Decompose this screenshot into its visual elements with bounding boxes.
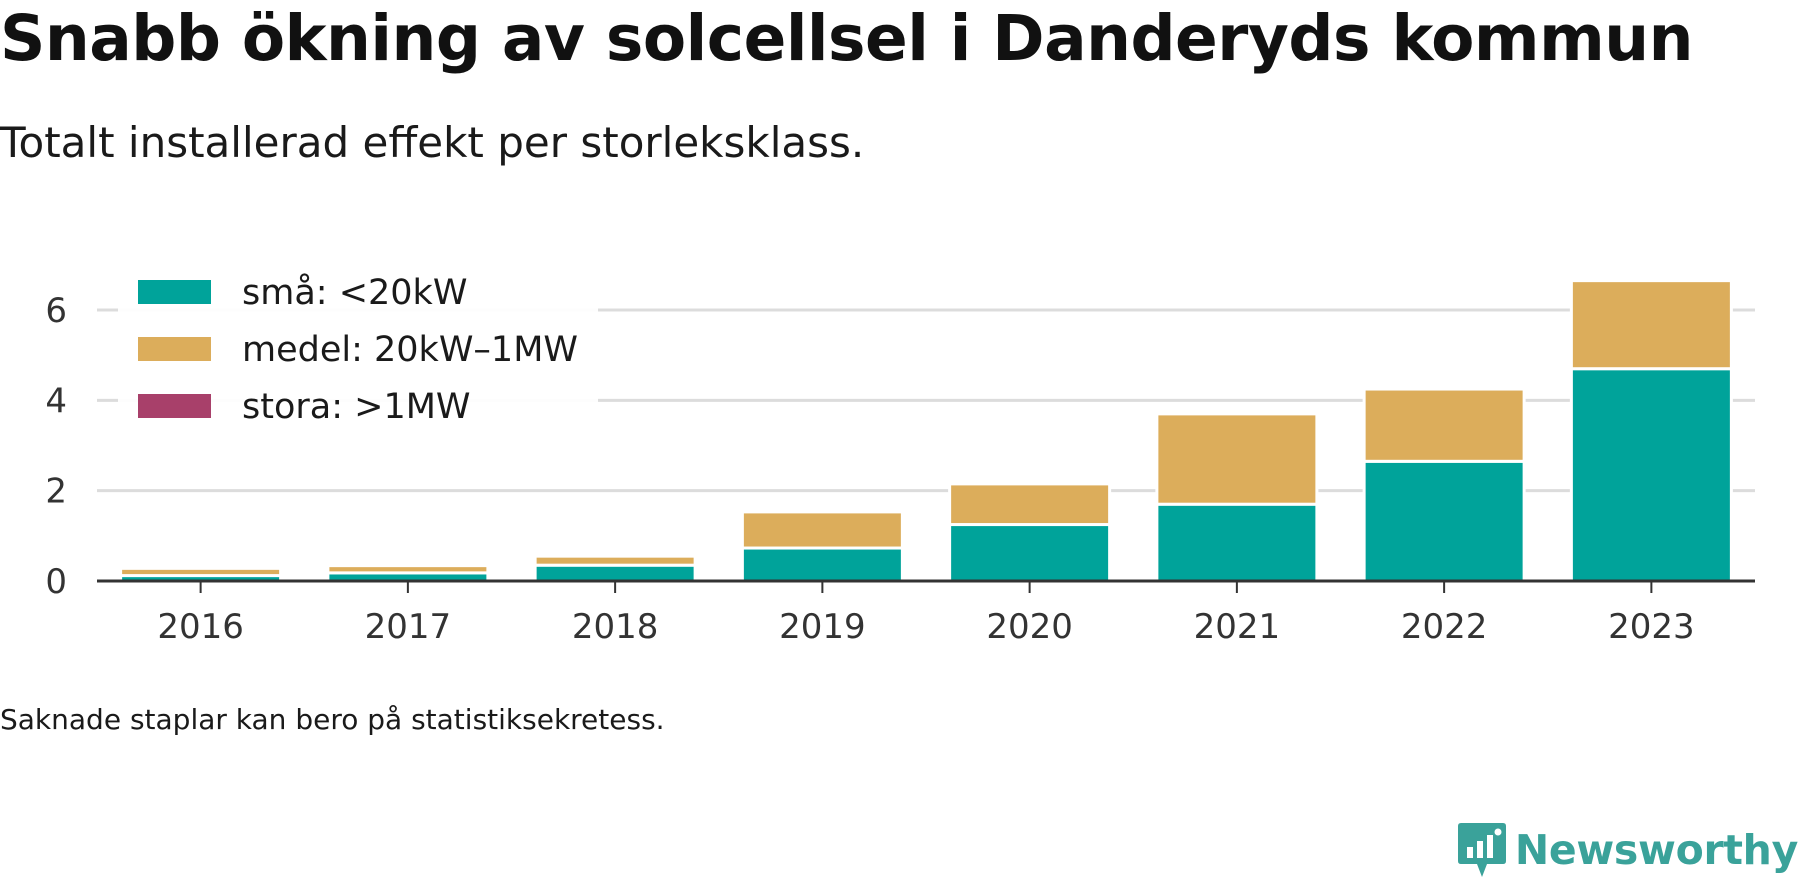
bar-segment [1569, 367, 1733, 583]
bar-segment [1362, 387, 1526, 463]
brand-logo: Newsworthy [1457, 820, 1798, 880]
legend-swatch [138, 394, 211, 418]
bar-segment [1155, 502, 1319, 583]
x-tick-label: 2018 [572, 607, 659, 647]
bar-segment [740, 510, 904, 550]
legend: små: <20kW medel: 20kW–1MW stora: >1MW [118, 268, 598, 438]
y-tick-label: 2 [45, 472, 67, 512]
bar-segment [948, 482, 1112, 527]
y-tick-label: 4 [45, 381, 67, 421]
bar-segment [326, 564, 490, 575]
x-tick-label: 2021 [1194, 607, 1281, 647]
x-tick-label: 2023 [1608, 607, 1695, 647]
legend-label: stora: >1MW [242, 387, 471, 427]
bar-segment [533, 563, 697, 583]
brand-name: Newsworthy [1514, 825, 1798, 874]
stacked-bar-chart: 0 2 4 6 2016 2017 2018 2019 2020 2021 2022 2023 små… [45, 268, 1755, 647]
bars [119, 279, 1733, 583]
bar-segment [1362, 459, 1526, 583]
legend-label: medel: 20kW–1MW [242, 330, 578, 370]
bar-segment [1569, 279, 1733, 371]
x-tick-label: 2022 [1401, 607, 1488, 647]
y-tick-label: 6 [45, 291, 67, 331]
legend-swatch [138, 337, 211, 361]
x-tick-label: 2020 [986, 607, 1073, 647]
x-tick-label: 2016 [157, 607, 244, 647]
x-tick-label: 2019 [779, 607, 866, 647]
newsworthy-logo-icon [1457, 823, 1506, 877]
footnote: Saknade staplar kan bero på statistiksek… [0, 703, 665, 736]
chart-subtitle: Totalt installerad effekt per storlekskl… [0, 118, 865, 167]
bar-segment [533, 554, 697, 567]
bar-segment [119, 566, 283, 578]
bar-segment [948, 523, 1112, 583]
axes: 0 2 4 6 2016 2017 2018 2019 2020 2021 2022 2023 [45, 291, 1755, 647]
y-tick-label: 0 [45, 562, 67, 602]
legend-label: små: <20kW [242, 272, 467, 313]
x-tick-label: 2017 [365, 607, 452, 647]
legend-swatch [138, 280, 211, 304]
chart-title: Snabb ökning av solcellsel i Danderyds k… [0, 2, 1693, 75]
bar-segment [740, 546, 904, 583]
bar-segment [1155, 412, 1319, 506]
